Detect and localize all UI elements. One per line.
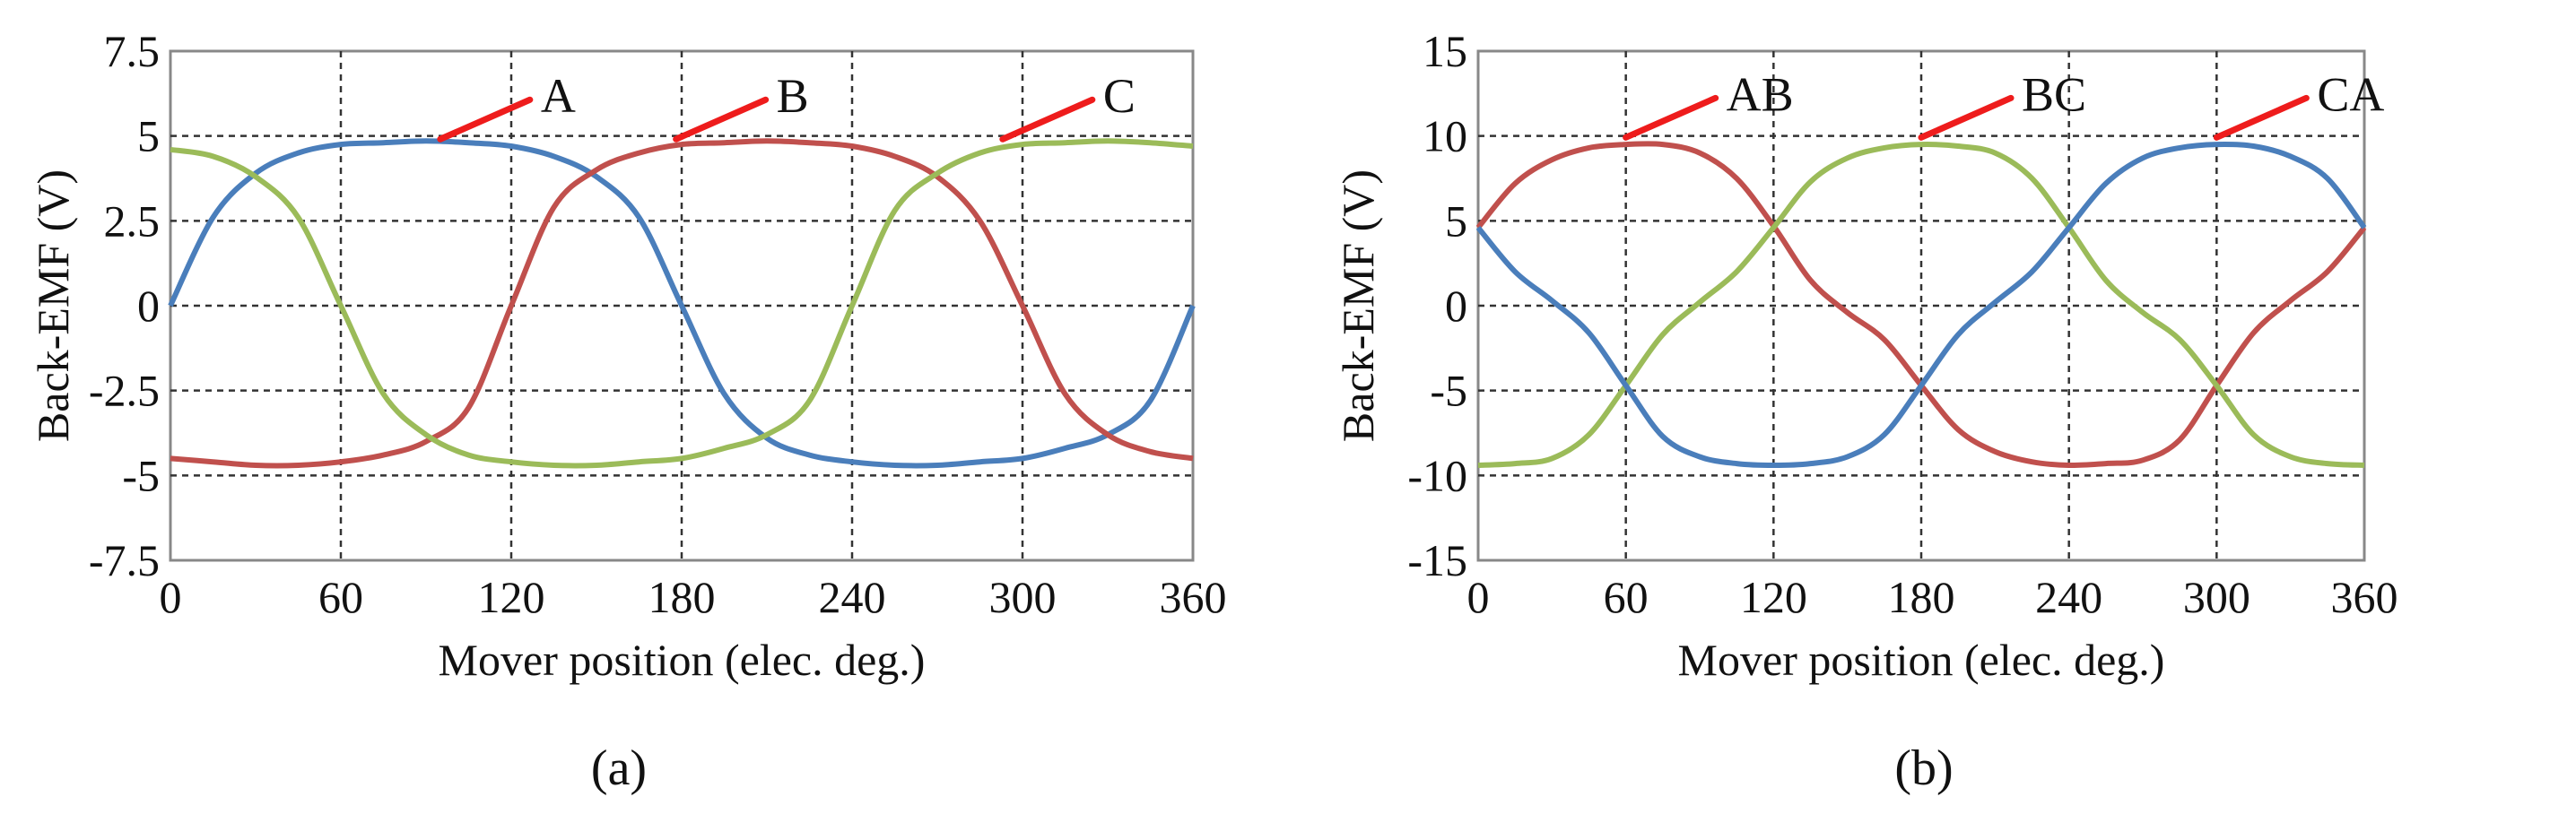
y-tick-label: -5 xyxy=(122,450,160,500)
annotation-leader-ca xyxy=(2213,94,2310,141)
x-axis-label-a: Mover position (elec. deg.) xyxy=(439,635,926,685)
annotation-leader-bc xyxy=(1918,94,2015,141)
y-tick-label: -10 xyxy=(1407,450,1467,500)
y-tick-label: -15 xyxy=(1407,535,1467,585)
x-tick-label: 300 xyxy=(2183,572,2250,622)
y-axis-label-b: Back-EMF (V) xyxy=(1333,169,1383,442)
y-tick-label: 7.5 xyxy=(104,26,161,76)
annotation-leader-c xyxy=(999,96,1096,143)
x-tick-label: 240 xyxy=(819,572,886,622)
x-tick-label: 240 xyxy=(2035,572,2102,622)
y-tick-label: 0 xyxy=(137,281,160,331)
x-tick-label: 0 xyxy=(1467,572,1490,622)
y-tick-labels-a: 7.5 5 2.5 0 -2.5 -5 -7.5 xyxy=(89,26,160,585)
x-tick-label: 60 xyxy=(318,572,363,622)
panel-label-a: (a) xyxy=(591,740,647,796)
x-tick-label: 360 xyxy=(2331,572,2398,622)
x-tick-label: 360 xyxy=(1160,572,1227,622)
series-group-a xyxy=(168,138,1196,469)
y-tick-labels-b: 15 10 5 0 -5 -10 -15 xyxy=(1407,26,1467,585)
series-group-b xyxy=(1475,141,2367,469)
x-tick-labels-b: 0 60 120 180 240 300 360 xyxy=(1467,572,2398,622)
x-tick-label: 300 xyxy=(989,572,1057,622)
y-tick-label: 10 xyxy=(1423,111,1467,161)
annotations-a: A B C xyxy=(437,69,1136,143)
annotation-leader-b xyxy=(673,96,770,143)
x-tick-label: 180 xyxy=(648,572,716,622)
y-tick-label: 5 xyxy=(1445,195,1467,246)
y-axis-label-a: Back-EMF (V) xyxy=(28,169,78,442)
annotation-label-b: B xyxy=(777,69,809,123)
annotation-label-c: C xyxy=(1103,69,1136,123)
y-tick-label: 15 xyxy=(1423,26,1467,76)
y-tick-label: 5 xyxy=(137,111,160,161)
annotation-leader-a xyxy=(437,96,534,143)
series-line-ca xyxy=(1475,141,2367,468)
series-line-c xyxy=(170,138,1194,469)
x-tick-label: 180 xyxy=(1888,572,1955,622)
y-tick-label: -7.5 xyxy=(89,535,160,585)
annotation-label-ab: AB xyxy=(1727,67,1794,121)
annotation-label-bc: BC xyxy=(2022,67,2086,121)
annotation-label-a: A xyxy=(541,69,576,123)
series-line-a xyxy=(168,138,1196,469)
y-tick-label: -5 xyxy=(1430,366,1467,416)
y-tick-label: 0 xyxy=(1445,281,1467,331)
x-tick-label: 60 xyxy=(1604,572,1649,622)
annotation-label-ca: CA xyxy=(2317,67,2384,121)
annotation-leader-ab xyxy=(1623,94,1719,141)
y-tick-label: -2.5 xyxy=(89,366,160,416)
annotations-b: AB BC CA xyxy=(1623,67,2384,141)
series-line-b xyxy=(170,138,1194,469)
x-tick-label: 0 xyxy=(160,572,182,622)
chart-panel-b: AB BC CA 0 60 120 180 240 300 360 15 10 5 0 -5 -10 -15… xyxy=(1333,26,2398,796)
x-tick-labels-a: 0 60 120 180 240 300 360 xyxy=(160,572,1227,622)
x-tick-label: 120 xyxy=(1740,572,1807,622)
x-tick-label: 120 xyxy=(478,572,545,622)
x-axis-label-b: Mover position (elec. deg.) xyxy=(1678,635,2165,685)
panel-label-b: (b) xyxy=(1894,740,1953,796)
chart-panel-a: A B C 0 60 120 180 240 300 360 7.5 5 2.5 0 -2.5 -5 -7.… xyxy=(28,26,1227,796)
y-tick-label: 2.5 xyxy=(104,195,161,246)
